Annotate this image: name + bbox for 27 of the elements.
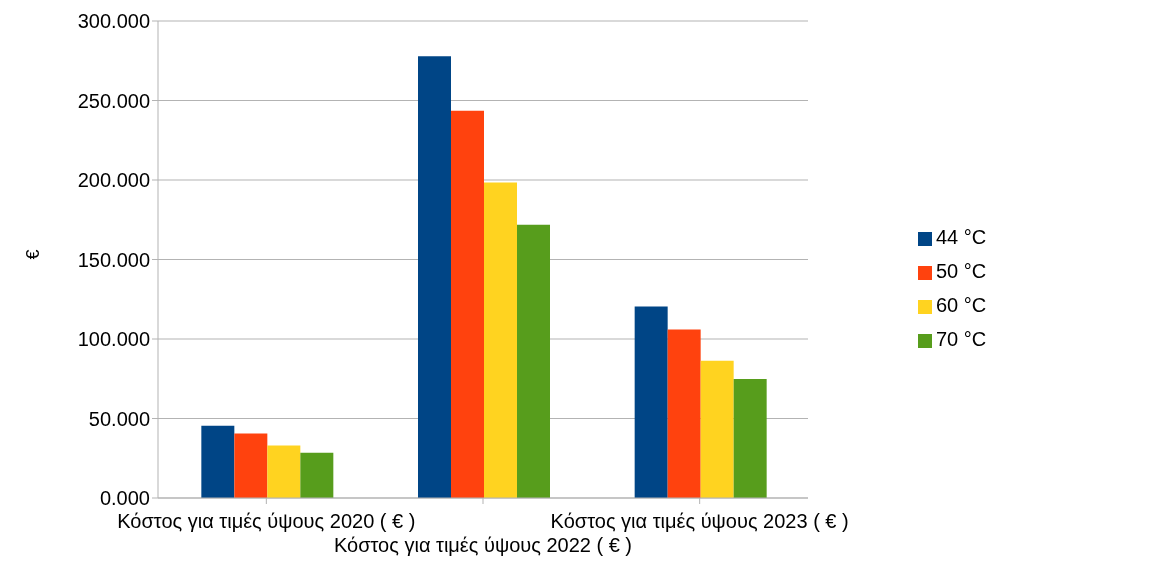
- bar: [700, 360, 734, 498]
- x-tick-label: Κόστος για τιμές ύψους 2022 ( € ): [333, 534, 633, 556]
- bar: [418, 56, 451, 498]
- y-tick-label: 50.000: [88, 407, 150, 430]
- bar: [300, 452, 334, 498]
- bar: [201, 425, 235, 498]
- x-tick-label: Κόστος για τιμές ύψους 2020 ( € ): [117, 510, 416, 532]
- y-tick-label: 100.000: [77, 328, 150, 351]
- y-tick-label: 300.000: [77, 10, 150, 33]
- legend-label: 70 °C: [936, 328, 987, 350]
- bar: [634, 306, 668, 498]
- legend-label: 60 °C: [936, 294, 987, 316]
- bar: [667, 329, 701, 498]
- bar: [267, 445, 301, 498]
- y-tick-label: 250.000: [77, 89, 150, 112]
- y-tick-label: 0.000: [99, 487, 150, 510]
- y-tick-label: 150.000: [77, 248, 150, 271]
- bar: [517, 224, 550, 498]
- bar: [451, 110, 484, 498]
- bar: [484, 182, 517, 498]
- legend-label: 44 °C: [936, 226, 987, 248]
- bar: [733, 379, 767, 498]
- x-tick-label: Κόστος για τιμές ύψους 2023 ( € ): [550, 510, 849, 532]
- y-tick-label: 200.000: [77, 169, 150, 192]
- y-axis-title: €: [23, 249, 44, 260]
- legend-label: 50 °C: [936, 260, 987, 282]
- bar: [234, 433, 268, 498]
